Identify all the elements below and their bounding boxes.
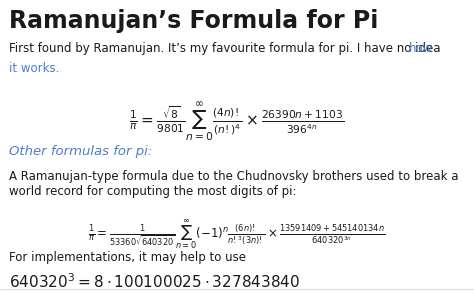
Text: it works.: it works. <box>9 62 60 75</box>
Text: For implementations, it may help to use: For implementations, it may help to use <box>9 251 246 264</box>
Text: how: how <box>409 42 433 55</box>
Text: First found by Ramanujan. It’s my favourite formula for pi. I have no idea: First found by Ramanujan. It’s my favour… <box>9 42 445 55</box>
Text: Ramanujan’s Formula for Pi: Ramanujan’s Formula for Pi <box>9 9 379 33</box>
Text: $\frac{1}{\pi} = \frac{1}{53360\sqrt{640320}} \sum_{n=0}^{\infty} (-1)^n \frac{(: $\frac{1}{\pi} = \frac{1}{53360\sqrt{640… <box>88 217 386 251</box>
Text: $\frac{1}{\pi} = \frac{\sqrt{8}}{9801} \sum_{n=0}^{\infty} \frac{(4n)!}{(n!)^4} : $\frac{1}{\pi} = \frac{\sqrt{8}}{9801} \… <box>129 100 345 144</box>
Text: A Ramanujan-type formula due to the Chudnovsky brothers used to break a
world re: A Ramanujan-type formula due to the Chud… <box>9 170 459 198</box>
Text: $640320^3 = 8 \cdot 100100025 \cdot 327843840$: $640320^3 = 8 \cdot 100100025 \cdot 3278… <box>9 272 301 291</box>
Text: Other formulas for pi:: Other formulas for pi: <box>9 145 153 159</box>
